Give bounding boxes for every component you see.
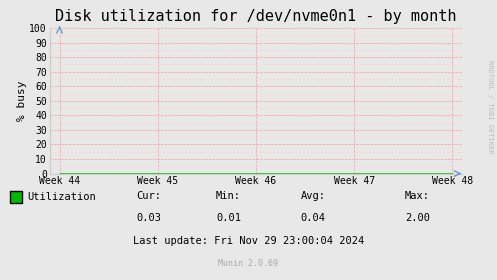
Text: 2.00: 2.00	[405, 213, 430, 223]
Text: 0.04: 0.04	[301, 213, 326, 223]
Title: Disk utilization for /dev/nvme0n1 - by month: Disk utilization for /dev/nvme0n1 - by m…	[55, 9, 457, 24]
Text: Min:: Min:	[216, 191, 241, 201]
Text: Max:: Max:	[405, 191, 430, 201]
Text: Munin 2.0.69: Munin 2.0.69	[219, 259, 278, 268]
Y-axis label: % busy: % busy	[16, 81, 26, 121]
Text: Cur:: Cur:	[137, 191, 162, 201]
Text: 0.01: 0.01	[216, 213, 241, 223]
Text: RRDTOOL / TOBI OETIKER: RRDTOOL / TOBI OETIKER	[487, 60, 493, 153]
Text: Avg:: Avg:	[301, 191, 326, 201]
Text: Last update: Fri Nov 29 23:00:04 2024: Last update: Fri Nov 29 23:00:04 2024	[133, 235, 364, 246]
Text: Utilization: Utilization	[27, 192, 96, 202]
Text: 0.03: 0.03	[137, 213, 162, 223]
